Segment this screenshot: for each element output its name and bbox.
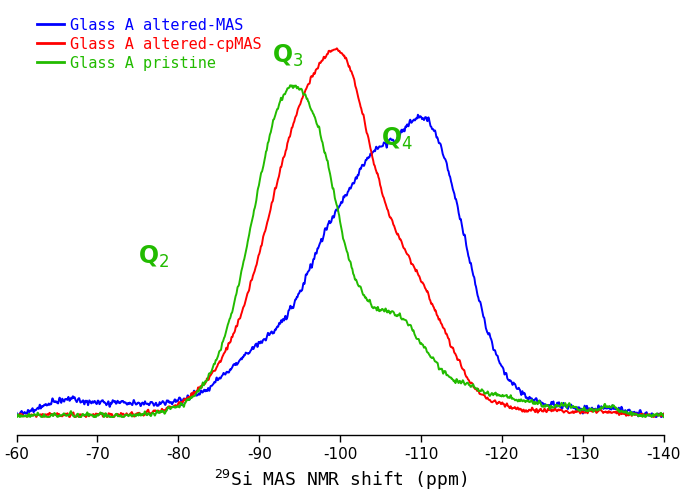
Legend: Glass A altered-MAS, Glass A altered-cpMAS, Glass A pristine: Glass A altered-MAS, Glass A altered-cpM… [31,12,268,77]
X-axis label: $^{29}$Si MAS NMR shift (ppm): $^{29}$Si MAS NMR shift (ppm) [214,468,466,492]
Text: Q$_4$: Q$_4$ [381,125,412,152]
Text: Q$_2$: Q$_2$ [138,244,170,269]
Text: Q$_3$: Q$_3$ [272,43,303,68]
